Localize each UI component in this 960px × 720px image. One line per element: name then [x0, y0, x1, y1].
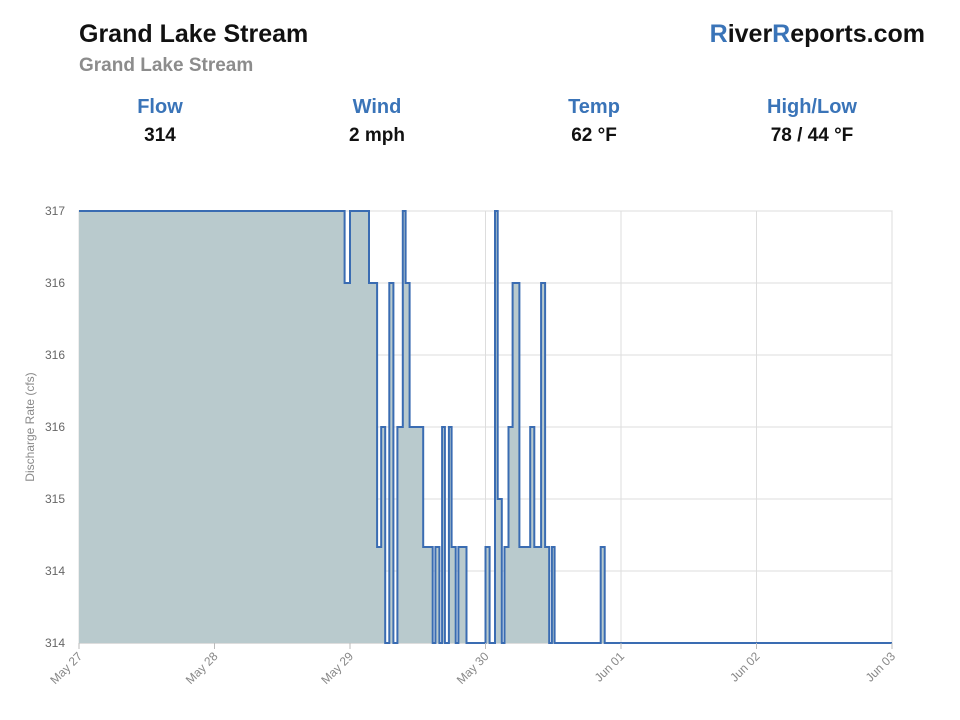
stat-wind-label: Wind [352, 96, 402, 118]
page-title: Grand Lake Stream [79, 20, 309, 48]
y-tick-label: 316 [45, 276, 65, 290]
y-tick-label: 314 [45, 564, 65, 578]
x-tick-label: Jun 01 [592, 649, 628, 685]
stat-high-low-value: 78 / 44 °F [770, 125, 854, 146]
y-axis-ticks: 317 316 316 316 315 314 314 [45, 204, 65, 650]
stat-high-low: High/Low 78 / 44 °F [732, 96, 892, 147]
brand-letter-r2: R [772, 20, 791, 48]
brand-text-mid: iver [727, 20, 773, 48]
stat-flow: Flow 314 [80, 96, 240, 147]
x-tick-label: May 29 [318, 649, 356, 687]
y-tick-label: 316 [45, 348, 65, 362]
stat-flow-value: 314 [144, 125, 176, 146]
stat-wind-value: 2 mph [349, 125, 405, 146]
x-tick-label: Jun 02 [727, 649, 763, 685]
stat-temp: Temp 62 °F [514, 96, 674, 147]
x-tick-label: May 27 [47, 649, 85, 687]
y-tick-label: 317 [45, 204, 65, 218]
x-axis-ticks: May 27 May 28 May 29 May 30 Jun 01 Jun 02 Jun … [47, 643, 898, 687]
y-tick-label: 315 [45, 492, 65, 506]
brand-logo[interactable]: RiverReports.com [710, 20, 925, 49]
x-tick-label: May 30 [454, 649, 492, 687]
stat-high-low-label: High/Low [767, 96, 857, 118]
y-axis-label: Discharge Rate (cfs) [23, 372, 37, 481]
stat-flow-label: Flow [137, 96, 183, 118]
brand-letter-r1: R [709, 20, 728, 48]
page-subtitle: Grand Lake Stream [79, 55, 254, 76]
x-tick-label: May 28 [183, 649, 221, 687]
discharge-line [79, 210, 892, 644]
brand-text-end: eports.com [790, 20, 925, 48]
discharge-area [79, 211, 892, 643]
y-tick-label: 314 [45, 636, 65, 650]
stat-temp-label: Temp [568, 96, 620, 118]
x-tick-label: Jun 03 [863, 649, 899, 685]
stat-wind: Wind 2 mph [297, 96, 457, 147]
stat-temp-value: 62 °F [571, 125, 617, 146]
y-tick-label: 316 [45, 420, 65, 434]
